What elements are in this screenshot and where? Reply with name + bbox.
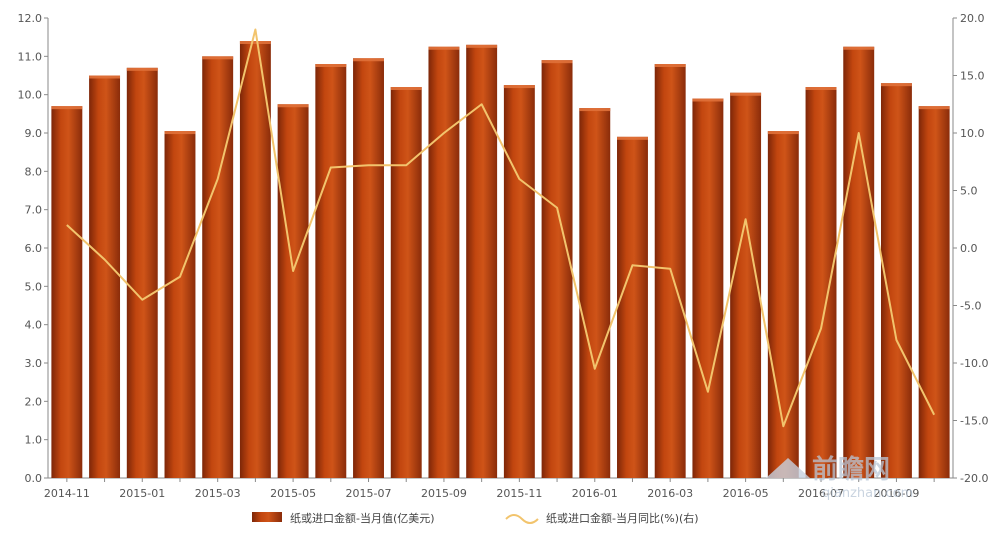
right-tick-label: -20.0: [960, 472, 988, 485]
x-tick-label: 2015-03: [195, 487, 241, 500]
left-tick-label: 6.0: [25, 242, 43, 255]
right-tick-label: 10.0: [960, 127, 985, 140]
left-tick-label: 2.0: [25, 395, 43, 408]
bar-top-highlight: [617, 136, 648, 140]
right-tick-label: -5.0: [960, 300, 981, 313]
bar: [89, 75, 121, 478]
left-tick-label: 11.0: [18, 50, 43, 63]
bar-top-highlight: [730, 92, 762, 96]
left-tick-label: 0.0: [25, 472, 43, 485]
bar-top-highlight: [843, 46, 875, 50]
left-tick-label: 9.0: [25, 127, 43, 140]
x-tick-label: 2016-07: [798, 487, 844, 500]
left-tick-label: 3.0: [25, 357, 43, 370]
bar: [692, 98, 724, 478]
left-tick-label: 8.0: [25, 165, 43, 178]
bar-top-highlight: [654, 64, 686, 67]
bar-top-highlight: [126, 67, 158, 71]
x-tick-label: 2015-05: [270, 487, 316, 500]
left-tick-label: 5.0: [25, 280, 43, 293]
x-tick-label: 2016-01: [572, 487, 618, 500]
bar-top-highlight: [89, 75, 121, 79]
x-tick-label: 2016-05: [723, 487, 769, 500]
bar: [202, 56, 234, 478]
x-tick-label: 2015-09: [421, 487, 467, 500]
left-tick-label: 1.0: [25, 434, 43, 447]
bar: [541, 60, 573, 479]
watermark-logo: [766, 458, 810, 478]
bar: [277, 104, 309, 478]
bar-top-highlight: [880, 83, 912, 87]
bar-top-highlight: [466, 44, 498, 48]
left-y-axis: 0.0 1.0 2.0 3.0 4.0 5.0 6.0 7.0 8.0 9.0 10.0 11.0 12…: [18, 12, 48, 485]
bar-top-highlight: [503, 85, 535, 89]
bar-top-highlight: [315, 64, 347, 67]
bar: [730, 92, 762, 478]
left-tick-label: 4.0: [25, 319, 43, 332]
right-tick-label: -10.0: [960, 357, 988, 370]
bar: [126, 67, 158, 478]
bar-top-highlight: [202, 56, 234, 60]
right-tick-label: 20.0: [960, 12, 985, 25]
bar: [579, 108, 611, 478]
bar-top-highlight: [805, 87, 837, 90]
x-tick-label: 2015-07: [346, 487, 392, 500]
left-tick-label: 7.0: [25, 204, 43, 217]
bar: [164, 131, 196, 479]
legend-line-swatch: [505, 514, 539, 524]
x-tick-label: 2015-11: [496, 487, 542, 500]
bar: [466, 44, 498, 478]
right-tick-label: 0.0: [960, 242, 978, 255]
bar-top-highlight: [239, 41, 271, 44]
watermark-site: qianzhan.com: [822, 486, 913, 501]
bar: [617, 136, 648, 479]
bar: [918, 106, 950, 479]
bar: [239, 41, 271, 478]
bar-series: [51, 41, 950, 479]
bar-top-highlight: [164, 131, 196, 135]
right-tick-label: 15.0: [960, 70, 985, 83]
bar: [315, 64, 347, 478]
bar: [428, 46, 460, 478]
right-y-axis: -20.0 -15.0 -10.0 -5.0 0.0 5.0 10.0 15.0 20.0: [953, 12, 988, 485]
legend-line-label: 纸或进口金额-当月同比(%)(右): [546, 511, 699, 525]
bar: [390, 87, 422, 478]
bar-top-highlight: [541, 60, 573, 64]
right-tick-label: 5.0: [960, 185, 978, 198]
bar-top-highlight: [767, 131, 799, 135]
bar-top-highlight: [579, 108, 611, 112]
bar: [503, 85, 535, 478]
left-tick-label: 10.0: [18, 89, 43, 102]
bar-top-highlight: [353, 58, 384, 62]
bar: [767, 131, 799, 479]
bar-top-highlight: [692, 98, 724, 102]
x-tick-label: 2016-09: [873, 487, 919, 500]
bar: [353, 58, 384, 478]
bar: [805, 87, 837, 478]
legend-bar-swatch: [252, 512, 282, 522]
yoy-line: [66, 28, 936, 428]
bar-top-highlight: [428, 46, 460, 50]
legend: 纸或进口金额-当月值(亿美元) 纸或进口金额-当月同比(%)(右): [252, 511, 699, 525]
x-tick-label: 2016-03: [647, 487, 693, 500]
x-tick-label: 2014-11: [44, 487, 90, 500]
left-tick-label: 12.0: [18, 12, 43, 25]
x-axis: 2014-11 2015-01 2015-03 2015-05 2015-07 2015-…: [44, 478, 935, 500]
bar-top-highlight: [51, 106, 83, 110]
watermark-brand: 前瞻网: [812, 454, 890, 485]
legend-bar-label: 纸或进口金额-当月值(亿美元): [290, 511, 435, 525]
bar-top-highlight: [918, 106, 950, 110]
bar-top-highlight: [390, 87, 422, 90]
line-series: [66, 28, 936, 428]
x-tick-label: 2015-01: [119, 487, 165, 500]
bar: [51, 106, 83, 479]
bar: [843, 46, 875, 478]
right-tick-label: -15.0: [960, 415, 988, 428]
bar-top-highlight: [277, 104, 309, 108]
